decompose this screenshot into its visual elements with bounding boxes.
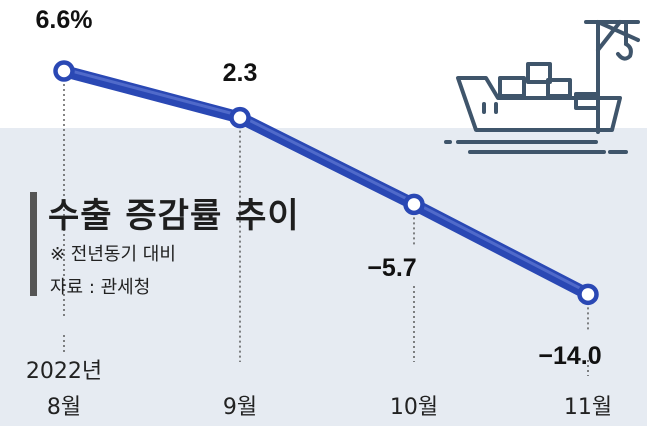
x-tick-label: 10월	[390, 395, 438, 420]
data-point	[53, 60, 75, 82]
category-guide-lines	[63, 79, 589, 376]
x-tick-label: 9월	[223, 395, 257, 420]
background-band	[0, 128, 647, 426]
value-labels: 6.6% 2.3 −5.7 −14.0	[36, 6, 602, 370]
value-label: 2.3	[223, 59, 258, 87]
data-point	[229, 106, 251, 129]
cargo-ship-crane-icon	[444, 20, 640, 154]
year-label: 2022년	[26, 359, 102, 384]
x-tick-label: 8월	[47, 395, 81, 420]
series-line-highlight	[62, 67, 590, 294]
title-accent-bar	[30, 192, 37, 296]
x-tick-label: 11월	[564, 395, 612, 420]
value-label: 6.6%	[36, 6, 93, 34]
value-label: −5.7	[367, 254, 416, 282]
chart-title: 수출 증감률 추이	[48, 196, 300, 236]
data-point	[577, 283, 599, 306]
data-point	[403, 193, 425, 216]
chart-subtitle: ※ 전년동기 대비	[50, 244, 176, 265]
series-line	[58, 65, 594, 301]
value-label: −14.0	[538, 342, 601, 370]
series-line-group	[58, 65, 594, 301]
chart-source: 자료 : 관세청	[50, 277, 151, 298]
data-points	[53, 60, 599, 306]
x-axis-labels: 8월 9월 10월 11월	[47, 395, 612, 420]
